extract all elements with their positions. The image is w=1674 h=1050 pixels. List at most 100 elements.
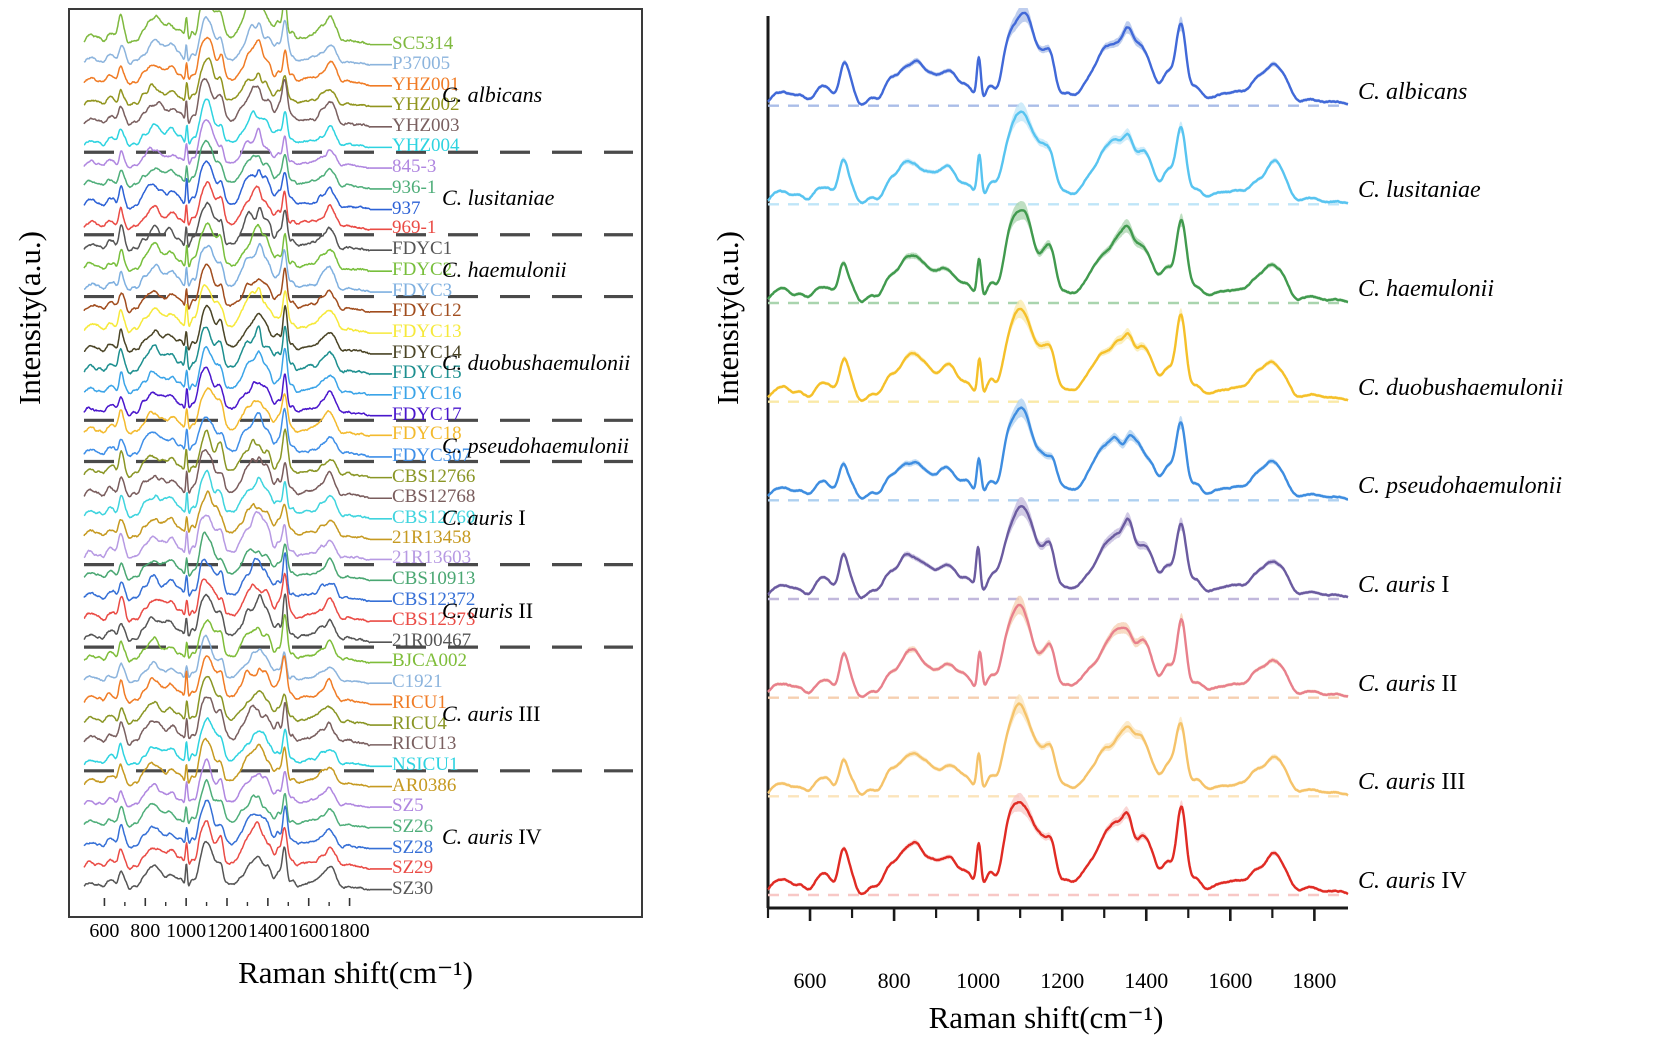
species-clade: III xyxy=(1441,769,1466,796)
strain-label: FDYC14 xyxy=(392,341,462,363)
spectrum-trace xyxy=(83,345,371,396)
spectrum-trace xyxy=(83,655,371,706)
spectrum-trace xyxy=(83,284,371,335)
mean-spectrum-trace xyxy=(767,11,1349,106)
species-name: C. auris xyxy=(442,700,513,726)
species-label: C. pseudohaemulonii xyxy=(1358,473,1562,500)
spectrum-trace xyxy=(83,304,371,355)
species-clade: I xyxy=(518,504,526,530)
species-label: C. auris I xyxy=(1358,572,1449,599)
x-tick-label: 1800 xyxy=(329,920,370,942)
mean-spectrum-trace xyxy=(767,603,1349,698)
x-tick-label: 1200 xyxy=(1040,968,1085,993)
species-clade: IV xyxy=(518,824,542,850)
species-clade: II xyxy=(1441,670,1458,697)
right-panel-spectra-svg xyxy=(766,8,1349,921)
right-panel-x-tick-labels: 600 800 1000 1200 1400 1600 1800 xyxy=(742,968,1350,996)
spectrum-trace xyxy=(83,119,371,170)
spectrum-trace xyxy=(83,407,371,458)
strain-label: FDYC18 xyxy=(392,423,462,445)
species-name: C. auris xyxy=(442,597,513,623)
spectrum-trace xyxy=(83,428,371,479)
species-label: C. lusitaniae xyxy=(442,185,554,211)
species-label: C. auris II xyxy=(442,598,533,624)
species-label: C. albicans xyxy=(442,82,542,108)
spectrum-trace xyxy=(83,490,371,541)
species-label: C. duobushaemulonii xyxy=(442,350,630,376)
strain-label: FDYC12 xyxy=(392,299,462,321)
strain-label: FDYC3 xyxy=(392,280,453,302)
mean-spectrum-trace xyxy=(767,406,1349,501)
x-tick-label: 600 xyxy=(793,968,827,993)
mean-spectrum-trace xyxy=(767,702,1349,797)
spectrum-trace xyxy=(83,717,371,767)
strain-label: 937 xyxy=(392,197,421,219)
species-label: C. auris III xyxy=(1358,769,1465,796)
species-label: C. pseudohaemulonii xyxy=(442,433,629,459)
mean-spectrum-trace xyxy=(767,307,1349,402)
spectrum-trace xyxy=(83,77,371,128)
strain-label: FDYC307 xyxy=(392,444,472,466)
x-tick-label: 1800 xyxy=(1292,968,1337,993)
species-name: C. haemulonii xyxy=(442,257,567,283)
strain-label: FDYC15 xyxy=(392,361,462,383)
spectrum-trace xyxy=(83,634,371,685)
species-name: C. auris xyxy=(442,504,513,530)
strain-label: C1921 xyxy=(392,671,443,693)
strain-label: CBS12373 xyxy=(392,609,476,631)
x-tick-label: 800 xyxy=(130,920,161,942)
strain-label: 845-3 xyxy=(392,156,437,178)
mean-spectrum-trace xyxy=(767,209,1349,304)
strain-label: AR0386 xyxy=(392,774,457,796)
spectrum-trace xyxy=(83,758,371,809)
species-clade: IV xyxy=(1441,868,1467,894)
confidence-band xyxy=(768,398,1348,501)
spectrum-trace xyxy=(83,180,371,231)
x-tick-label: 1200 xyxy=(207,920,247,942)
confidence-band xyxy=(768,595,1348,699)
species-label: C. auris III xyxy=(442,701,540,727)
species-clade: II xyxy=(518,597,534,623)
x-tick-label: 1600 xyxy=(288,920,329,942)
strain-label: SZ29 xyxy=(392,856,434,878)
spectrum-trace xyxy=(83,98,371,149)
strain-label: FDYC1 xyxy=(392,238,453,260)
spectrum-trace xyxy=(83,840,371,891)
strain-label: SZ28 xyxy=(392,836,434,858)
left-panel-plot: SC5314 P37005 YHZ001 YHZ002 YHZ003 YHZ004 C. a… xyxy=(68,8,643,918)
confidence-band xyxy=(768,200,1348,304)
species-label: C. albicans xyxy=(1358,79,1467,106)
species-name: C. auris xyxy=(1358,868,1436,894)
species-name: C. duobushaemulonii xyxy=(1358,374,1564,401)
strain-label: BJCA002 xyxy=(392,650,467,672)
strain-label: RICU4 xyxy=(392,713,447,735)
species-label: C. auris II xyxy=(1358,671,1457,698)
strain-label: CBS10913 xyxy=(392,568,476,590)
strain-label: YHZ002 xyxy=(392,94,460,116)
species-label: C. haemulonii xyxy=(1358,276,1494,303)
left-panel-x-tick-labels: 600 800 1000 1200 1400 1600 1800 xyxy=(68,920,643,948)
species-label: C. haemulonii xyxy=(442,257,567,283)
mean-spectrum-trace xyxy=(767,505,1349,600)
species-label: C. lusitaniae xyxy=(1358,177,1481,204)
species-name: C. albicans xyxy=(442,82,543,108)
strain-label: RICU13 xyxy=(392,732,457,754)
x-tick-label: 800 xyxy=(877,968,911,993)
spectrum-trace xyxy=(83,10,371,46)
spectrum-trace xyxy=(83,242,371,293)
spectrum-trace xyxy=(83,675,371,726)
species-name: C. duobushaemulonii xyxy=(442,350,631,376)
spectrum-trace xyxy=(83,36,371,87)
spectrum-trace xyxy=(83,613,371,664)
species-clade: I xyxy=(1441,572,1450,598)
strain-label: 936-1 xyxy=(392,176,437,198)
species-name: C. lusitaniae xyxy=(1358,177,1481,204)
species-label: C. duobushaemulonii xyxy=(1358,375,1563,402)
mean-spectrum-trace xyxy=(767,801,1349,896)
strain-label: FDYC13 xyxy=(392,321,462,343)
species-name: C. auris xyxy=(442,824,513,850)
x-tick-label: 600 xyxy=(89,920,120,942)
spectrum-trace xyxy=(83,222,371,273)
species-name: C. pseudohaemulonii xyxy=(1358,473,1562,500)
